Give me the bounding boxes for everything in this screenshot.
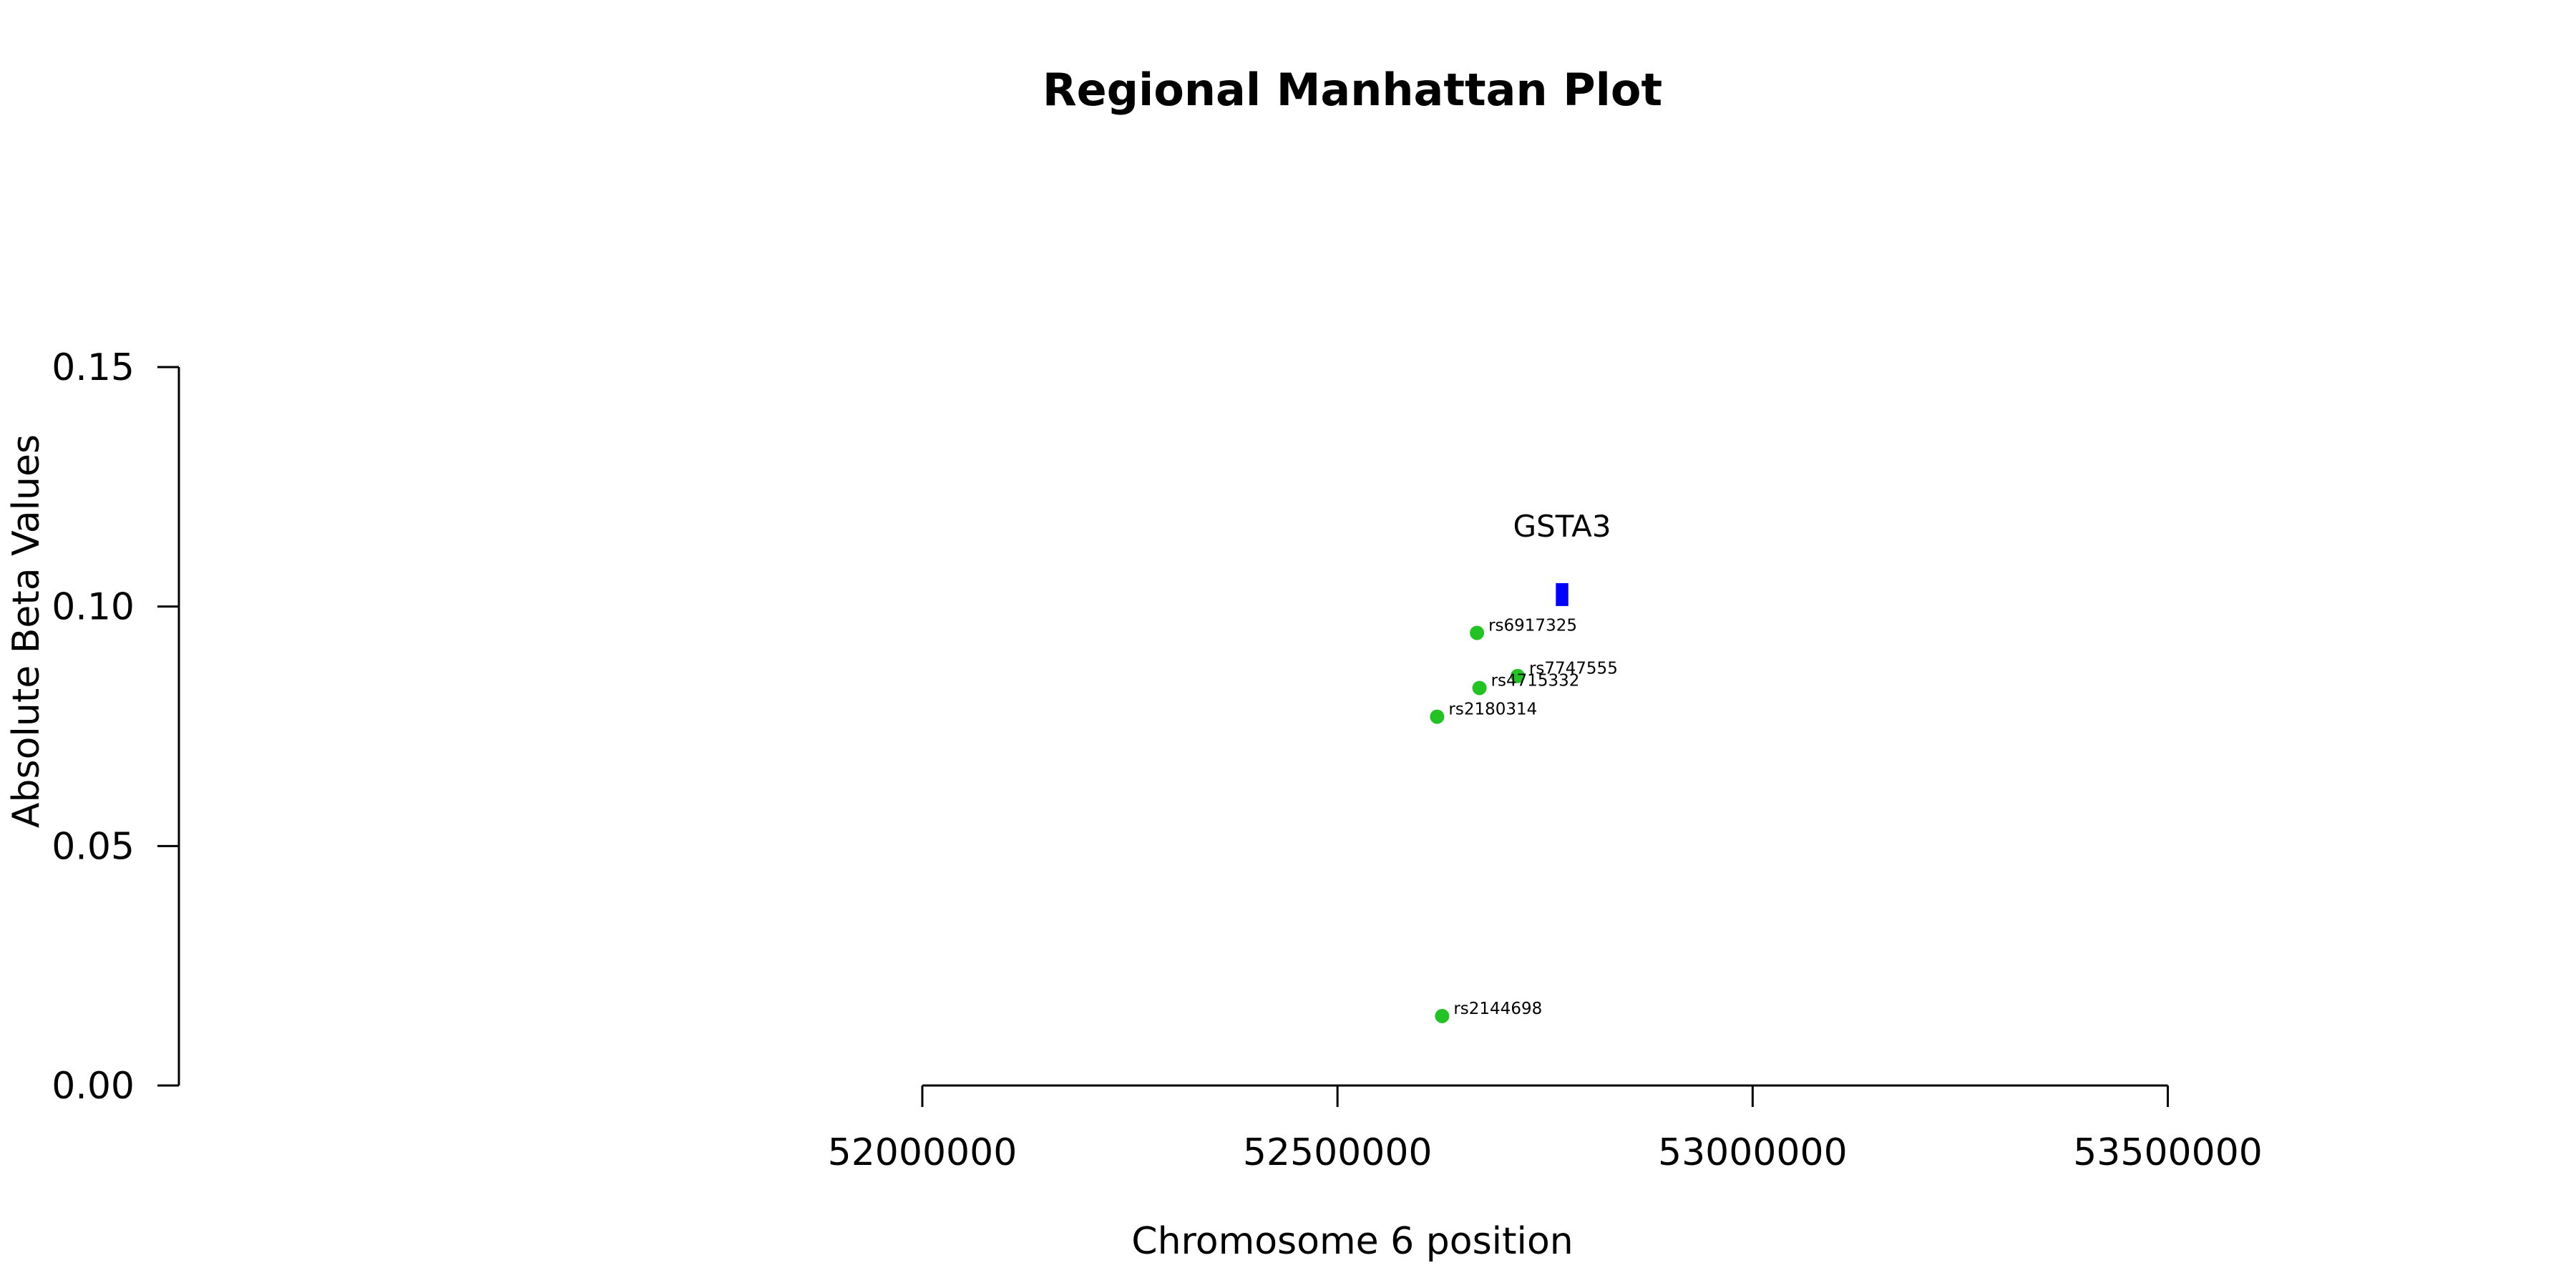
snp-point — [1470, 625, 1485, 640]
x-axis: 52000000 52500000 53000000 53500000 — [828, 1084, 2263, 1174]
y-tick-label: 0.00 — [52, 1065, 135, 1108]
y-tick-label: 0.10 — [52, 586, 135, 629]
x-tick-label: 53000000 — [1658, 1131, 1848, 1174]
y-axis: 0.00 0.05 0.10 0.15 — [52, 346, 180, 1108]
snp-label: rs4715332 — [1491, 671, 1580, 690]
snp-label: rs2144698 — [1453, 1000, 1542, 1018]
snp-point — [1430, 709, 1445, 724]
chart-title: Regional Manhattan Plot — [1043, 64, 1662, 116]
snp-point — [1510, 668, 1525, 683]
y-tick-label: 0.05 — [52, 825, 135, 868]
snp-point — [1435, 1008, 1450, 1023]
gene-label: GSTA3 — [1513, 509, 1611, 544]
snp-point — [1472, 680, 1487, 696]
snp-label: rs2180314 — [1448, 701, 1537, 719]
x-tick-label: 53500000 — [2073, 1131, 2263, 1174]
x-axis-label: Chromosome 6 position — [1131, 1220, 1573, 1263]
gene-marker — [1556, 582, 1568, 606]
snp-label: rs7747555 — [1529, 660, 1618, 678]
x-tick-label: 52500000 — [1243, 1131, 1433, 1174]
x-tick-label: 52000000 — [828, 1131, 1018, 1174]
y-axis-label: Absolute Beta Values — [5, 434, 48, 828]
y-tick-label: 0.15 — [52, 346, 135, 389]
snp-label: rs6917325 — [1488, 616, 1577, 635]
gene-layer: GSTA3 — [1513, 509, 1611, 606]
